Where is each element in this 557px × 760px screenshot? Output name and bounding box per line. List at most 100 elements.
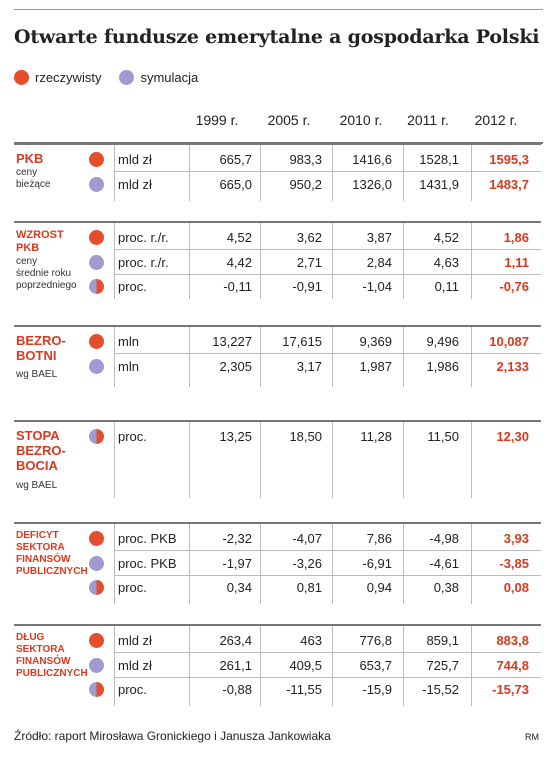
value-cell: 950,2 [289, 176, 322, 192]
red-dot-icon [89, 230, 104, 245]
author-credit: RM [525, 732, 539, 742]
column-divider [471, 145, 472, 201]
section-stopa-bezrobocia: STOPA BEZRO- BOCIA wg BAEL proc. 13,25 18,50 11… [14, 420, 541, 498]
row-divider [114, 550, 541, 551]
column-divider [332, 223, 333, 299]
value-cell: -4,98 [429, 531, 459, 546]
section-title-line: PUBLICZNYCH [16, 566, 88, 577]
section-note: ceny średnie roku poprzedniego [16, 256, 77, 292]
column-divider [332, 327, 333, 387]
half-dot-icon [89, 682, 104, 697]
value-cell: 10,087 [489, 334, 529, 349]
value-cell: 2,84 [366, 254, 392, 270]
value-cell: 7,86 [366, 531, 392, 546]
value-cell: 11,28 [360, 429, 392, 444]
section-title: STOPA BEZRO- BOCIA [16, 428, 66, 473]
unit-label: proc. [118, 429, 147, 444]
value-cell: 18,50 [289, 429, 322, 444]
value-cell: 4,63 [433, 254, 459, 270]
value-cell: 2,133 [496, 358, 529, 374]
value-cell: 725,7 [426, 657, 459, 673]
column-divider [471, 422, 472, 498]
value-cell: 2,71 [296, 254, 322, 270]
violet-dot-icon [119, 70, 135, 85]
section-title: PKB [16, 151, 43, 166]
table-row: proc. -0,11 -0,91 -1,04 0,11 -0,76 [14, 275, 541, 299]
column-divider [260, 223, 261, 299]
value-cell: 263,4 [219, 633, 252, 648]
section-title: DEFICYT SEKTORA FINANSÓW PUBLICZNYCH [16, 530, 88, 578]
source-note: Źródło: raport Mirosława Gronickiego i J… [14, 729, 331, 743]
year-col-2005: 2005 r. [267, 112, 311, 128]
section-title-line: DEFICYT [16, 530, 59, 541]
table-row: mln 13,227 17,615 9,369 9,496 10,087 [14, 330, 541, 354]
column-divider [114, 223, 115, 299]
value-cell: -0,76 [499, 279, 529, 294]
half-dot-icon [89, 429, 104, 444]
column-divider [260, 422, 261, 498]
column-divider [189, 223, 190, 299]
year-col-2011: 2011 r. [407, 112, 449, 128]
value-cell: 3,93 [503, 531, 529, 546]
value-cell: 1431,9 [419, 176, 459, 192]
table-row: proc. r./r. 4,42 2,71 2,84 4,63 1,11 [14, 251, 541, 275]
unit-label: proc. [118, 682, 147, 697]
column-divider [403, 524, 404, 604]
value-cell: -11,55 [286, 682, 322, 697]
section-note-line: poprzedniego [16, 280, 77, 291]
column-divider [260, 524, 261, 604]
value-cell: 9,496 [426, 334, 459, 349]
row-divider [114, 353, 541, 354]
column-divider [403, 626, 404, 706]
section-dlug: DŁUG SEKTORA FINANSÓW PUBLICZNYCH mld zł 263,… [14, 624, 541, 706]
value-cell: -3,26 [292, 555, 322, 571]
value-cell: 0,34 [226, 580, 252, 595]
section-title-line: BOCIA [16, 458, 58, 473]
section-title-line: BEZRO- [16, 443, 66, 458]
violet-dot-icon [89, 358, 104, 374]
value-cell: 744,8 [496, 657, 529, 673]
section-note-line: wg BAEL [16, 480, 58, 491]
unit-label: mld zł [118, 152, 152, 167]
row-divider [114, 273, 541, 275]
value-cell: 1595,3 [489, 152, 529, 167]
year-col-2012: 2012 r. [474, 112, 518, 128]
value-cell: -15,52 [422, 682, 459, 697]
row-divider [114, 652, 541, 653]
violet-dot-icon [89, 254, 104, 270]
column-divider [332, 145, 333, 201]
column-divider [189, 422, 190, 498]
unit-label: proc. PKB [118, 531, 177, 546]
section-note: wg BAEL [16, 480, 57, 492]
value-cell: 1416,6 [352, 152, 392, 167]
value-cell: 2,305 [219, 358, 252, 374]
section-pkb: PKB ceny bieżące mld zł 665,7 983,3 1416,6 1528… [14, 143, 541, 201]
value-cell: 261,1 [219, 657, 252, 673]
value-cell: 1483,7 [489, 176, 529, 192]
value-cell: -4,61 [429, 555, 459, 571]
year-col-2010: 2010 r. [339, 112, 383, 128]
value-cell: 9,369 [359, 334, 392, 349]
value-cell: 4,42 [226, 254, 252, 270]
value-cell: -6,91 [362, 555, 392, 571]
unit-label: proc. r./r. [118, 254, 169, 270]
table-row: mld zł 665,0 950,2 1326,0 1431,9 1483,7 [14, 173, 541, 197]
row-divider [114, 249, 541, 250]
value-cell: 653,7 [359, 657, 392, 673]
table-row: proc. -0,88 -11,55 -15,9 -15,52 -15,73 [14, 678, 541, 702]
value-cell: 17,615 [282, 334, 322, 349]
column-divider [189, 524, 190, 604]
red-dot-icon [89, 334, 104, 349]
value-cell: 983,3 [289, 152, 322, 167]
value-cell: -3,85 [499, 555, 529, 571]
table-row: mld zł 263,4 463 776,8 859,1 883,8 [14, 629, 541, 653]
section-title-line: SEKTORA [16, 542, 65, 553]
value-cell: 4,52 [226, 230, 252, 245]
value-cell: 4,52 [433, 230, 459, 245]
section-note-line: średnie roku [16, 268, 72, 279]
value-cell: 11,50 [427, 429, 459, 444]
value-cell: -2,32 [222, 531, 252, 546]
half-dot-icon [89, 279, 104, 294]
unit-label: proc. [118, 279, 147, 294]
section-wzrost-pkb: WZROST PKB ceny średnie roku poprzedniego pro… [14, 221, 541, 299]
